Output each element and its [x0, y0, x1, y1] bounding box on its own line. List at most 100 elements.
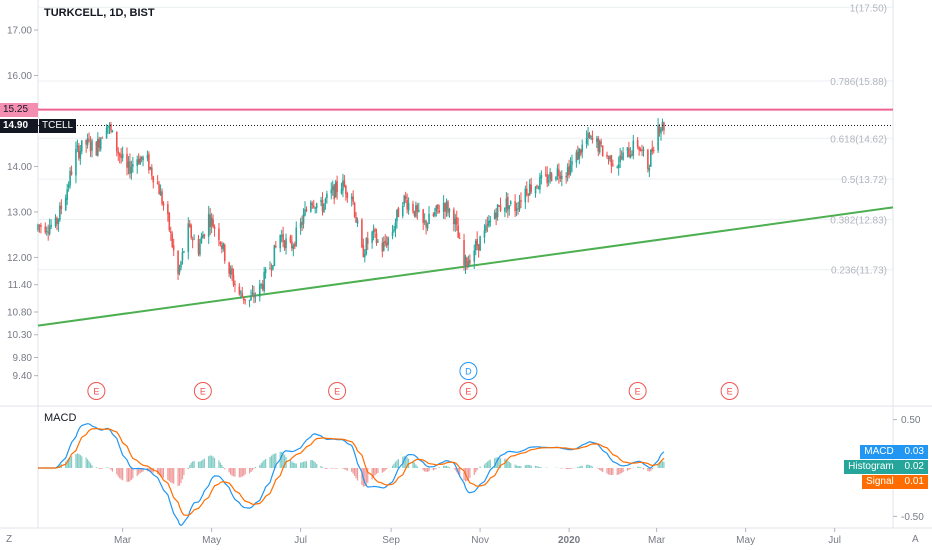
- candle-body: [587, 132, 589, 138]
- candle-body: [555, 176, 557, 180]
- event-marker-circle: [87, 382, 106, 400]
- candle-body: [382, 241, 385, 251]
- candle-body: [159, 191, 162, 196]
- candle-body: [489, 220, 492, 223]
- candle-body: [407, 202, 410, 211]
- event-marker-e[interactable]: E: [720, 382, 739, 400]
- candle-body: [537, 188, 540, 190]
- candle-body: [375, 233, 378, 244]
- candle-body: [140, 156, 143, 160]
- candle-body: [293, 244, 296, 247]
- candle-body: [129, 161, 131, 174]
- candle-body: [241, 293, 244, 297]
- fib-level-label: 0.618(14.62): [830, 134, 887, 145]
- price-tick-label: 14.00: [7, 162, 32, 173]
- event-marker-e[interactable]: E: [193, 382, 212, 400]
- event-marker-e[interactable]: E: [628, 382, 647, 400]
- candle-body: [642, 149, 645, 151]
- candle-body: [69, 170, 71, 186]
- fibonacci-levels: 1(17.50) 0.786(15.88) 0.618(14.62) 0.5(13.7…: [38, 3, 893, 277]
- candle-body: [609, 156, 611, 159]
- candle-body: [228, 262, 230, 274]
- candle-body: [151, 167, 153, 176]
- candle-body: [136, 159, 139, 166]
- ticker-tag: TCELL: [39, 118, 77, 133]
- candle-body: [199, 243, 201, 255]
- candle-body: [108, 124, 111, 127]
- candle-body: [218, 228, 220, 241]
- candle-body: [558, 169, 560, 177]
- candle-body: [631, 154, 633, 156]
- event-marker-circle: [459, 382, 478, 400]
- candle-body: [251, 292, 254, 295]
- resistance-price-tag: 15.25: [0, 102, 38, 117]
- candle-body: [352, 196, 354, 202]
- candle-body: [209, 214, 211, 227]
- candle-body: [340, 189, 343, 194]
- price-tick-label: 9.40: [13, 371, 33, 382]
- symbol-title: TURKCELL, 1D, BIST: [44, 7, 155, 19]
- time-tick-label: Sep: [382, 535, 400, 546]
- candle-body: [384, 240, 387, 244]
- candle-body: [463, 240, 465, 266]
- candle-body: [406, 199, 408, 210]
- candle-body: [302, 213, 305, 224]
- candle-body: [118, 153, 121, 157]
- candle-body: [248, 299, 251, 301]
- macd-legend-signal: Signal 0.01: [861, 475, 928, 489]
- candle-body: [505, 198, 508, 209]
- candle-body: [240, 291, 242, 293]
- candle-body: [365, 238, 368, 255]
- event-marker-letter: E: [635, 387, 641, 397]
- price-tick-label: 13.00: [7, 207, 32, 218]
- candle-body: [486, 224, 489, 226]
- candle-body: [403, 195, 406, 205]
- candle-body: [99, 138, 102, 150]
- candle-body: [97, 139, 99, 156]
- price-tick-label: 12.00: [7, 253, 32, 264]
- candle-body: [361, 219, 363, 247]
- candle-body: [374, 229, 376, 232]
- candle-body: [547, 180, 550, 182]
- candle-body: [146, 155, 149, 159]
- event-marker-e[interactable]: E: [87, 382, 106, 400]
- candle-body: [425, 220, 427, 228]
- zoom-toggle[interactable]: Z: [6, 534, 13, 545]
- candle-body: [336, 181, 338, 193]
- candle-body: [473, 250, 476, 262]
- candle-body: [272, 265, 274, 270]
- candle-body: [291, 241, 293, 249]
- candle-body: [91, 140, 93, 151]
- candle-body: [467, 261, 470, 268]
- candle-body: [305, 209, 308, 211]
- candle-body: [658, 126, 661, 133]
- candle-body: [469, 259, 471, 264]
- auto-scale-toggle[interactable]: A: [912, 534, 919, 545]
- candle-body: [331, 186, 334, 191]
- macd-pane: 0.50 -0.50: [38, 415, 924, 527]
- candle-body: [366, 238, 369, 244]
- candle-body: [549, 171, 551, 180]
- event-marker-circle: [459, 362, 478, 380]
- candle-body: [67, 184, 70, 188]
- event-marker-d[interactable]: D: [459, 362, 478, 380]
- candle-body: [191, 239, 194, 241]
- candle-body: [238, 286, 241, 294]
- candle-body: [88, 139, 90, 141]
- candle-body: [540, 175, 543, 179]
- candle-body: [162, 202, 165, 206]
- candle-body: [289, 236, 292, 243]
- candle-body: [343, 180, 346, 187]
- candle-body: [525, 188, 528, 195]
- candle-body: [222, 243, 225, 249]
- candle-body: [657, 125, 659, 151]
- candle-body: [295, 227, 298, 246]
- event-marker-e[interactable]: E: [328, 382, 347, 400]
- event-marker-e[interactable]: E: [459, 382, 478, 400]
- candle-body: [404, 196, 407, 199]
- candle-body: [213, 226, 216, 229]
- candle-body: [616, 166, 619, 168]
- candle-body: [622, 152, 624, 160]
- candle-body: [115, 131, 118, 152]
